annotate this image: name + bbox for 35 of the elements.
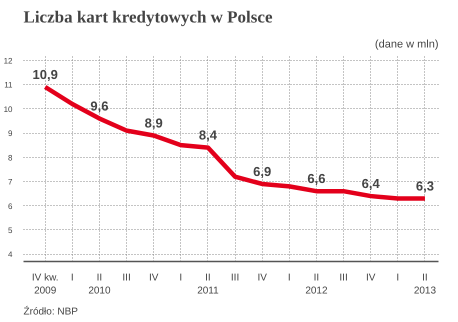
- text: (dane w mln): [374, 38, 438, 50]
- data-label: 6,3: [416, 178, 434, 194]
- x-tick-label: II 2010: [88, 272, 112, 297]
- x-tick-label: IV kw. 2009: [32, 272, 59, 297]
- y-tick-label: 7: [8, 178, 14, 187]
- x-tick-label: I: [396, 272, 400, 284]
- y-tick-label: 11: [4, 80, 14, 90]
- data-label: 6,9: [253, 164, 272, 179]
- y-tick-label: 4: [8, 250, 14, 260]
- x-tick-label: IV: [366, 272, 376, 284]
- x-tick-label: IV: [148, 272, 159, 284]
- x-tick-label: I: [70, 272, 74, 284]
- x-tick-label: III: [122, 272, 131, 284]
- x-tick-label: I: [288, 272, 291, 284]
- y-tick-label: 6: [8, 202, 14, 211]
- x-tick-label: II 2013: [414, 272, 436, 297]
- data-label: 6,4: [362, 176, 380, 192]
- data-label: 6,6: [307, 171, 326, 186]
- x-tick-label: IV: [257, 272, 268, 284]
- y-tick-label: 12: [4, 56, 14, 66]
- data-label: 9,6: [90, 98, 108, 114]
- data-label: 8,4: [198, 128, 218, 143]
- y-tick-label: 5: [8, 226, 14, 235]
- data-label: 10,9: [32, 67, 58, 82]
- x-tick-label: III: [339, 272, 348, 284]
- x-tick-label: II 2011: [197, 272, 220, 297]
- y-tick-label: 9: [8, 129, 14, 138]
- x-tick-label: III: [230, 272, 240, 284]
- x-tick-label: II 2012: [305, 272, 328, 297]
- x-tick-label: I: [179, 272, 182, 284]
- chart-title: Liczba kart kredytowych w Polsce: [24, 8, 273, 26]
- y-tick-label: 8: [8, 153, 14, 162]
- text: Źródło: NBP: [24, 306, 78, 318]
- data-label: 8,9: [144, 115, 163, 130]
- y-tick-label: 10: [4, 104, 14, 114]
